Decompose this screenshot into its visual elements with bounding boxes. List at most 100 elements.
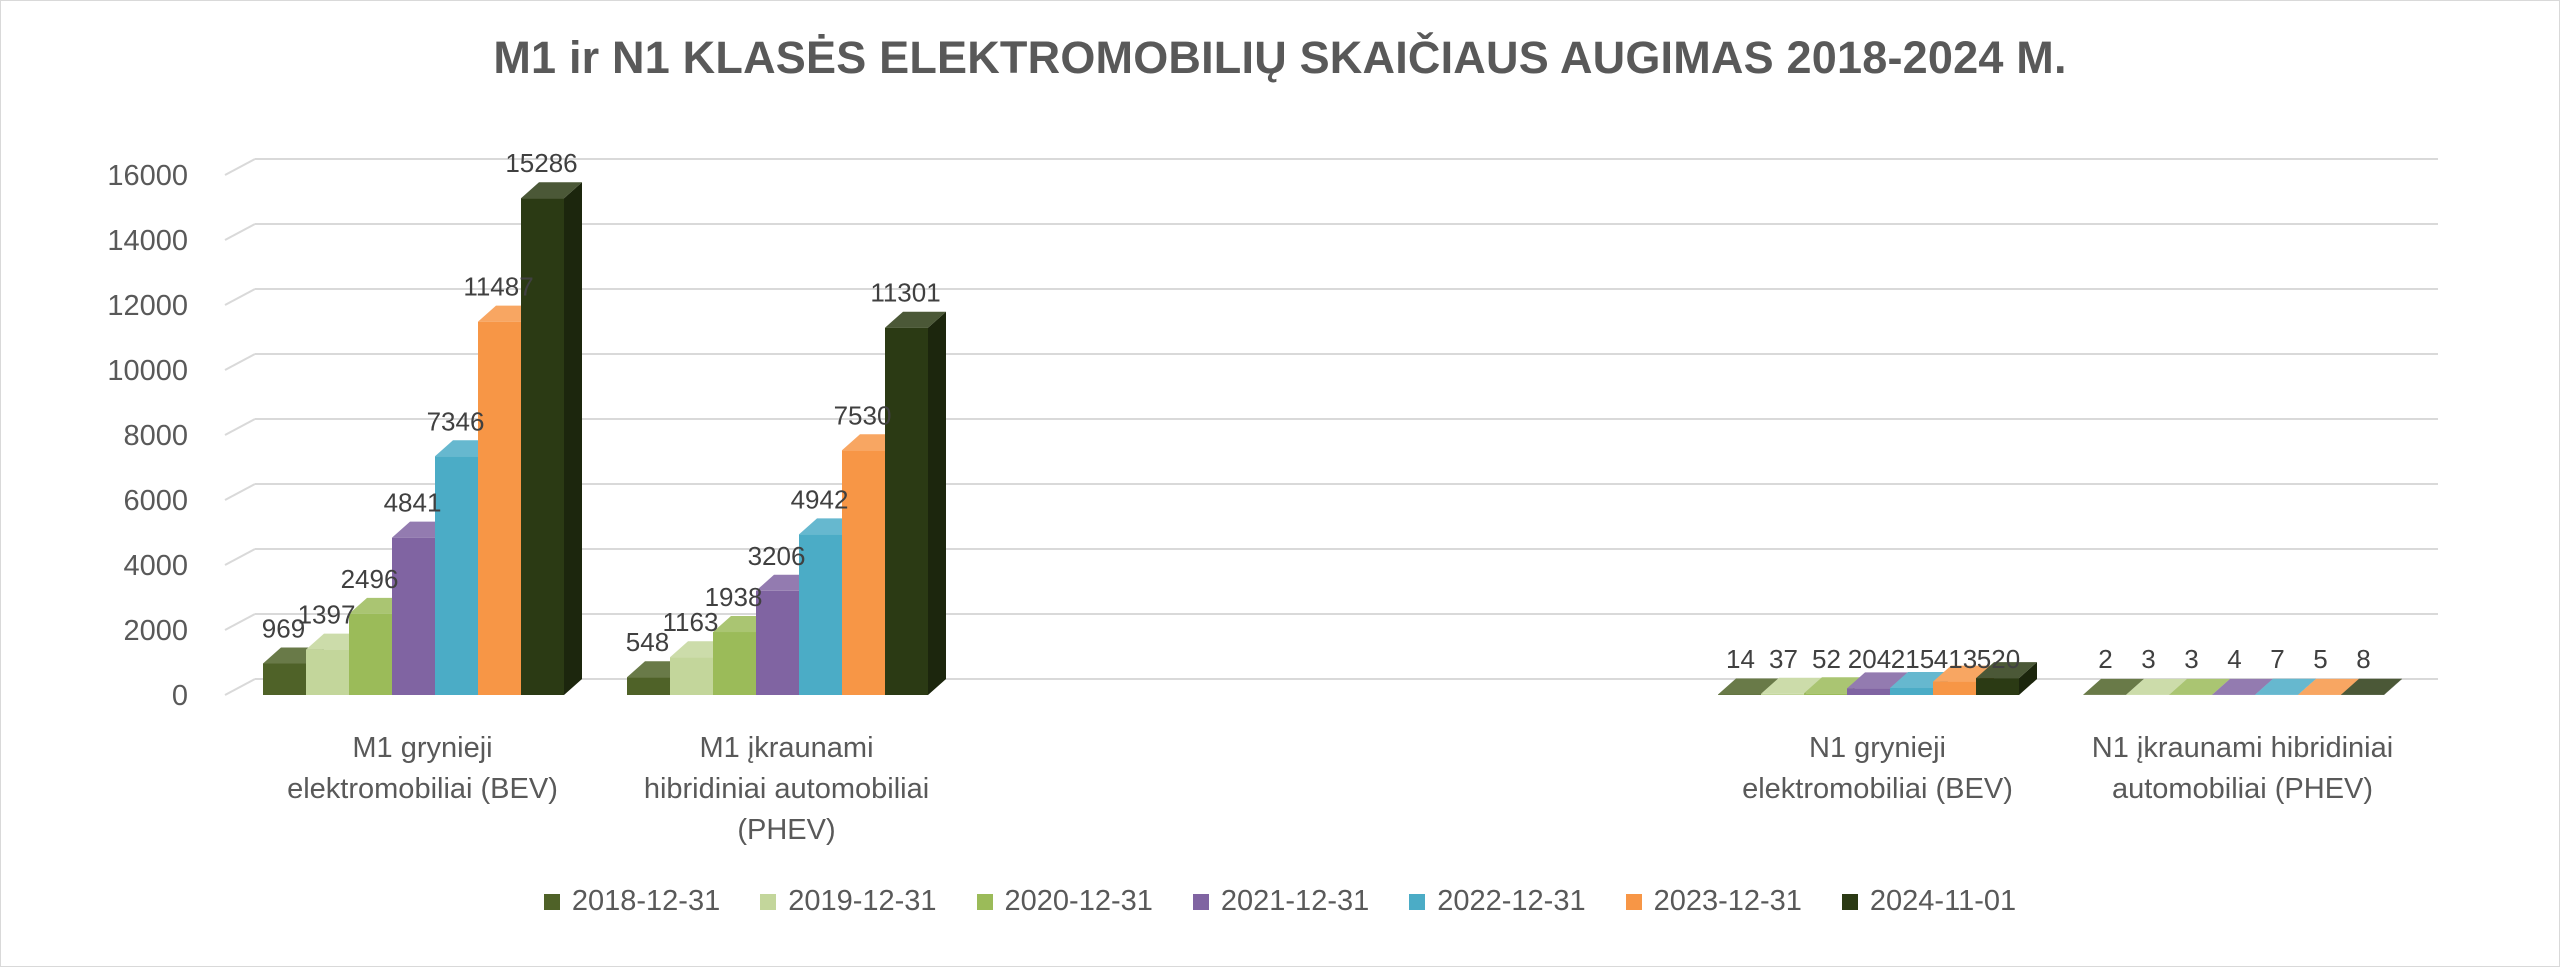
y-tick-label: 4000	[123, 550, 188, 582]
data-label: 15286	[505, 148, 577, 178]
data-label: 1397	[298, 600, 356, 630]
y-tick-label: 12000	[107, 290, 188, 322]
gridline-side	[224, 353, 256, 371]
legend-swatch	[1192, 893, 1209, 910]
bar-top	[2212, 678, 2273, 695]
legend-item: 2022-12-31	[1409, 885, 1586, 918]
bar-top	[2298, 678, 2359, 695]
gridline-side	[224, 158, 256, 176]
bar-side	[2384, 678, 2402, 695]
legend-item: 2019-12-31	[760, 885, 937, 918]
bar	[799, 534, 842, 695]
data-label: 969	[262, 614, 305, 644]
x-category-label: N1 įkraunami hibridiniai	[2092, 732, 2393, 764]
y-tick-label: 0	[172, 680, 188, 712]
data-label: 548	[626, 627, 669, 657]
data-label: 413	[1934, 644, 1977, 674]
bar-top	[2126, 678, 2187, 695]
data-label: 7	[2270, 644, 2284, 674]
x-category-label: elektromobiliai (BEV)	[1742, 773, 2013, 805]
bar-top	[2169, 678, 2230, 695]
data-label: 7346	[427, 406, 485, 436]
bar	[1761, 693, 1804, 695]
legend-item: 2020-12-31	[976, 885, 1153, 918]
bar-top	[1847, 672, 1908, 689]
data-label: 7530	[834, 400, 892, 430]
y-tick-label: 2000	[123, 615, 188, 647]
bar	[756, 590, 799, 695]
data-label: 52	[1812, 644, 1841, 674]
y-tick-label: 6000	[123, 485, 188, 517]
bar-top	[1718, 678, 1779, 695]
legend-item: 2023-12-31	[1625, 885, 1802, 918]
bar	[1804, 693, 1847, 695]
bar	[885, 327, 928, 695]
data-label: 1163	[663, 607, 719, 637]
data-label: 520	[1977, 644, 2020, 674]
y-tick-label: 16000	[107, 160, 188, 192]
legend-swatch	[1625, 893, 1642, 910]
data-label: 5	[2313, 644, 2327, 674]
legend-label: 2020-12-31	[1004, 885, 1153, 917]
bar	[1890, 688, 1933, 695]
gridline-side	[224, 418, 256, 436]
legend: 2018-12-31 2019-12-31 2020-12-31 2021-12-31…	[0, 885, 2560, 918]
chart-title: M1 ir N1 KLASĖS ELEKTROMOBILIŲ SKAIČIAUS…	[493, 32, 2067, 83]
y-tick-label: 14000	[107, 225, 188, 257]
bar	[392, 537, 435, 695]
bar	[263, 663, 306, 695]
bar	[627, 677, 670, 695]
data-label: 2496	[341, 564, 399, 594]
data-label: 1938	[705, 582, 763, 612]
legend-swatch	[1409, 893, 1426, 910]
data-label: 215	[1891, 644, 1934, 674]
x-category-label: M1 grynieji	[352, 732, 492, 764]
x-category-label: hibridiniai automobiliai	[644, 773, 929, 805]
gridline-side	[224, 288, 256, 306]
bar-side	[2019, 662, 2037, 695]
bar-top	[521, 182, 582, 199]
x-category-label: (PHEV)	[737, 814, 835, 846]
x-category-label: N1 grynieji	[1809, 732, 1946, 764]
legend-swatch	[1841, 893, 1858, 910]
bar	[435, 456, 478, 695]
bar-side	[564, 182, 582, 695]
data-label: 11487	[463, 272, 533, 302]
legend-swatch	[760, 893, 777, 910]
data-label: 4841	[384, 488, 442, 518]
data-label: 204	[1848, 644, 1891, 674]
legend-label: 2021-12-31	[1220, 885, 1370, 917]
bar-top	[1761, 677, 1822, 694]
legend-item: 2021-12-31	[1192, 885, 1370, 918]
bar-top	[2083, 678, 2144, 695]
legend-label: 2022-12-31	[1437, 885, 1586, 917]
y-tick-label: 10000	[107, 355, 188, 387]
legend-label: 2024-11-01	[1869, 885, 2017, 917]
x-category-label: elektromobiliai (BEV)	[287, 773, 558, 805]
gridline-side	[224, 678, 256, 696]
legend-label: 2018-12-31	[571, 885, 721, 917]
y-tick-label: 8000	[123, 420, 188, 452]
bar	[670, 657, 713, 695]
bar	[306, 649, 349, 695]
legend-label: 2023-12-31	[1653, 885, 1802, 917]
bar	[478, 321, 521, 695]
data-label: 14	[1726, 644, 1755, 674]
bar	[1976, 678, 2019, 695]
data-label: 37	[1769, 644, 1798, 674]
data-label: 4	[2227, 644, 2241, 674]
data-label: 2	[2098, 644, 2112, 674]
bar	[1847, 688, 1890, 695]
bar-top	[2255, 678, 2316, 695]
data-label: 8	[2356, 644, 2370, 674]
bar-top	[885, 311, 946, 328]
bar	[713, 632, 756, 695]
gridline-side	[224, 548, 256, 566]
gridline-side	[224, 483, 256, 501]
legend-swatch	[976, 893, 993, 910]
data-label: 3	[2141, 644, 2155, 674]
gridline-side	[224, 613, 256, 631]
data-label: 3	[2184, 644, 2198, 674]
data-label: 11301	[870, 278, 940, 308]
